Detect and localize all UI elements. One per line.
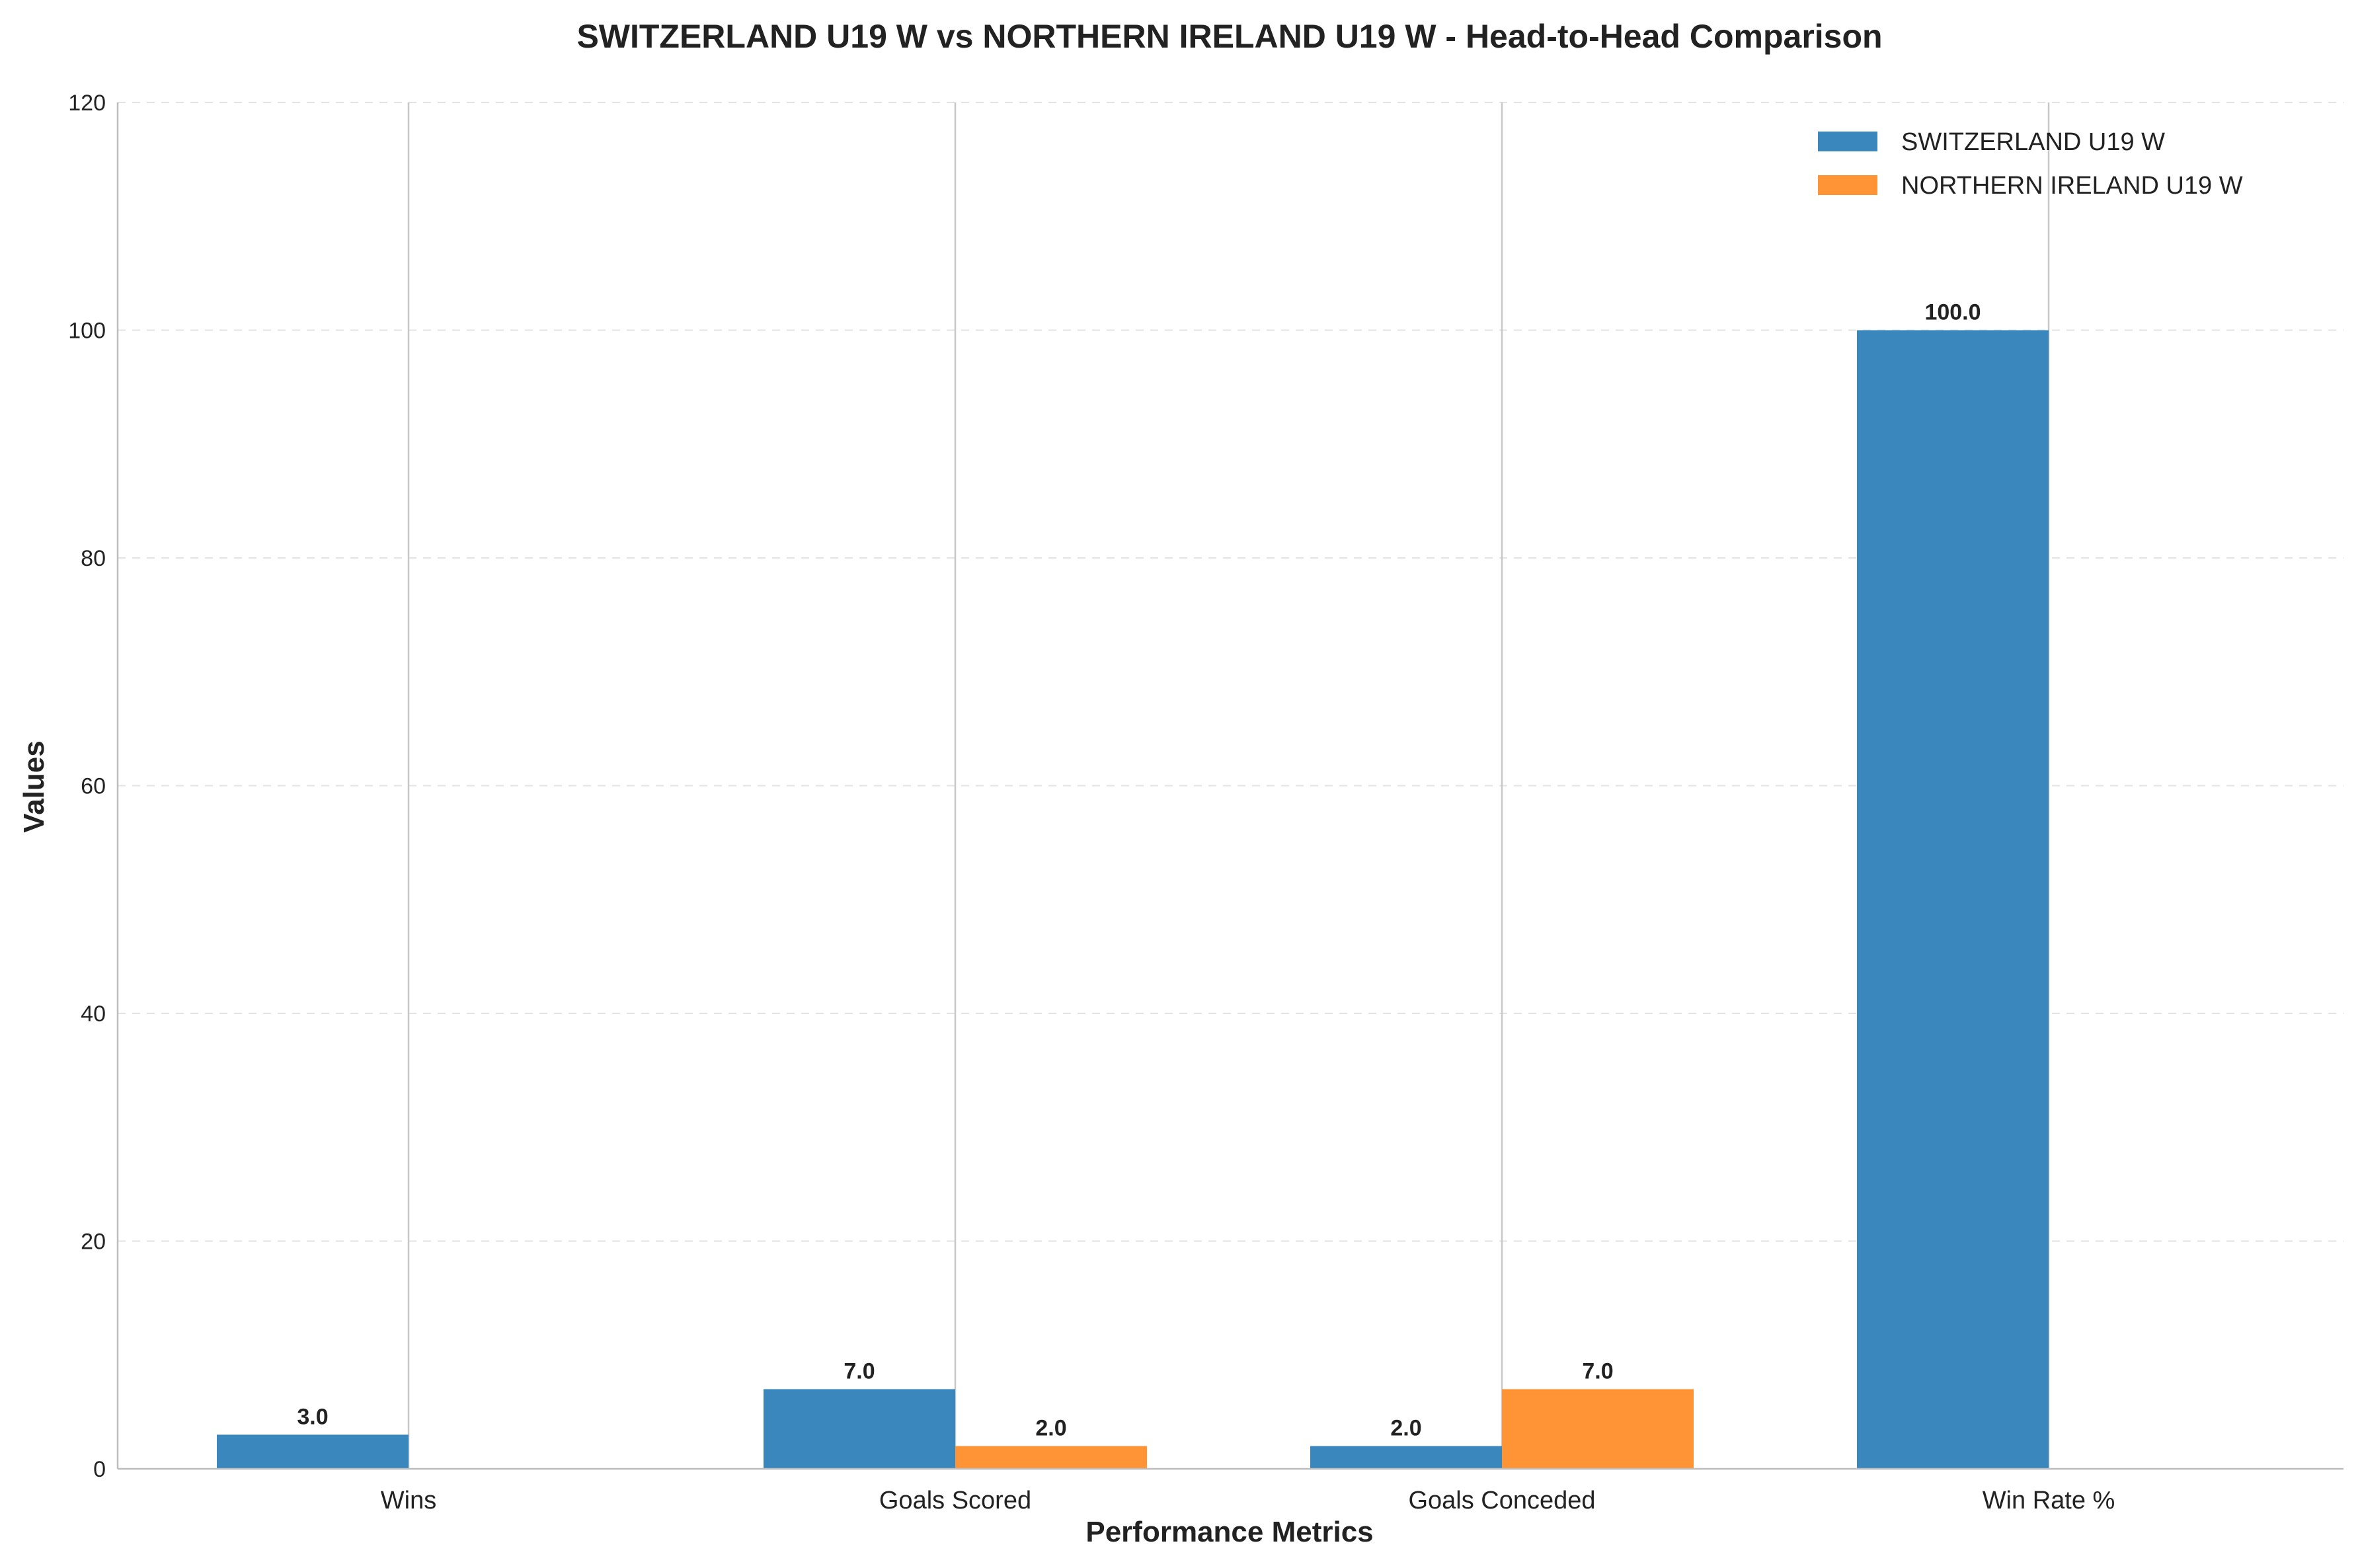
bar-switzerland: [217, 1434, 409, 1469]
x-tick-labels: Wins Goals Scored Goals Conceded Win Rate %: [381, 1487, 2115, 1514]
y-tick-label: 60: [81, 774, 106, 799]
value-label: 7.0: [1582, 1358, 1613, 1384]
value-label: 2.0: [1035, 1416, 1066, 1441]
y-tick-label: 20: [81, 1230, 106, 1255]
bar-switzerland: [1857, 330, 2049, 1469]
value-label: 3.0: [297, 1404, 328, 1429]
y-tick-label: 0: [93, 1457, 106, 1482]
y-tick-label: 120: [68, 91, 106, 116]
x-tick-label: Wins: [381, 1487, 436, 1514]
bar-switzerland: [764, 1389, 955, 1469]
y-tick-label: 80: [81, 546, 106, 571]
value-label: 2.0: [1390, 1416, 1421, 1441]
bar-northern-ireland: [955, 1446, 1147, 1469]
x-tick-label: Win Rate %: [1983, 1487, 2115, 1514]
legend: SWITZERLAND U19 W NORTHERN IRELAND U19 W: [1818, 128, 2243, 200]
x-tick-label: Goals Conceded: [1408, 1487, 1595, 1514]
legend-label: NORTHERN IRELAND U19 W: [1901, 172, 2243, 200]
y-axis-label: Values: [18, 740, 50, 832]
value-labels: 3.0 7.0 2.0 100.0 2.0 7.0: [297, 300, 1981, 1441]
axes: [116, 102, 2343, 1470]
chart-title: SWITZERLAND U19 W vs NORTHERN IRELAND U1…: [576, 18, 1882, 55]
value-label: 100.0: [1924, 300, 1981, 325]
y-tick-labels: 0 20 40 60 80 100 120: [68, 91, 106, 1482]
legend-label: SWITZERLAND U19 W: [1901, 128, 2165, 156]
legend-swatch: [1818, 175, 1877, 195]
bar-northern-ireland: [1502, 1389, 1694, 1469]
bars: [217, 330, 2049, 1469]
x-axis-label: Performance Metrics: [1085, 1516, 1373, 1548]
x-tick-label: Goals Scored: [879, 1487, 1031, 1514]
value-label: 7.0: [844, 1358, 875, 1384]
bar-switzerland: [1310, 1446, 1502, 1469]
y-tick-label: 100: [68, 319, 106, 344]
legend-swatch: [1818, 132, 1877, 151]
y-tick-label: 40: [81, 1001, 106, 1027]
